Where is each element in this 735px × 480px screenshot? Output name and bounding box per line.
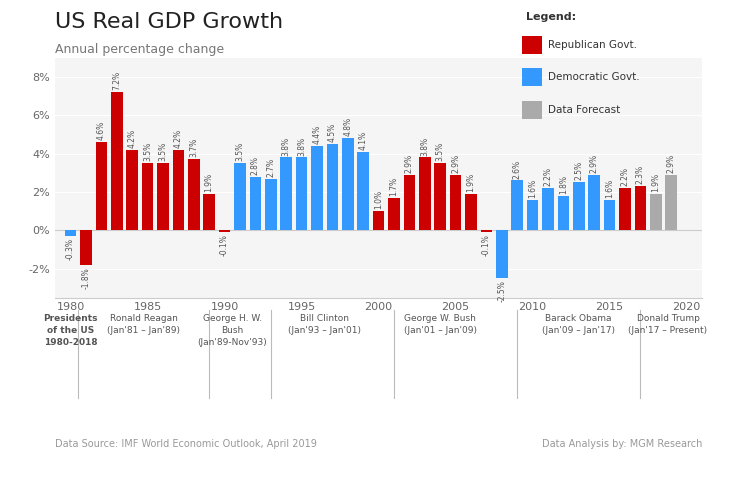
Text: 3.5%: 3.5% [436,142,445,161]
Text: 3.8%: 3.8% [297,136,306,156]
Text: 3.5%: 3.5% [235,142,245,161]
Bar [326,144,338,230]
Text: 2.7%: 2.7% [266,157,275,177]
Bar [634,186,646,230]
Text: Democratic Govt.: Democratic Govt. [548,72,639,82]
Text: Presidents
of the US
1980-2018: Presidents of the US 1980-2018 [43,314,98,347]
Text: 2.6%: 2.6% [512,159,522,179]
Text: George H. W.
Bush
(Jan'89-Nov'93): George H. W. Bush (Jan'89-Nov'93) [198,314,267,347]
Text: Legend:: Legend: [526,12,576,22]
Text: 3.8%: 3.8% [420,136,429,156]
Text: Bill Clinton
(Jan'93 – Jan'01): Bill Clinton (Jan'93 – Jan'01) [288,314,361,335]
Text: 4.2%: 4.2% [128,129,137,148]
Bar [650,194,662,230]
Text: Data Analysis by: MGM Research: Data Analysis by: MGM Research [542,439,702,449]
Text: -0.3%: -0.3% [66,238,75,260]
Bar [96,142,107,230]
Bar [450,175,462,230]
Bar [558,196,569,230]
Bar [388,198,400,230]
Text: 2.9%: 2.9% [589,154,598,173]
Bar [80,230,92,265]
Bar [373,211,384,230]
Text: 2.8%: 2.8% [251,156,260,175]
Bar [542,188,553,230]
Bar [527,200,538,230]
Text: 1.9%: 1.9% [204,173,214,192]
Bar [357,152,369,230]
Text: 4.8%: 4.8% [343,117,352,136]
Bar [219,230,230,232]
Text: Barack Obama
(Jan'09 – Jan'17): Barack Obama (Jan'09 – Jan'17) [542,314,615,335]
Bar [573,182,584,230]
Text: 1.0%: 1.0% [374,190,383,209]
Bar [188,159,199,230]
Bar [265,179,276,230]
Bar [126,150,138,230]
Text: Annual percentage change: Annual percentage change [55,43,224,56]
Bar [512,180,523,230]
Text: Data Forecast: Data Forecast [548,105,620,115]
Text: Data Source: IMF World Economic Outlook, April 2019: Data Source: IMF World Economic Outlook,… [55,439,317,449]
Text: 3.5%: 3.5% [159,142,168,161]
Text: 2.5%: 2.5% [574,161,584,180]
Text: 1.6%: 1.6% [605,179,614,198]
Bar [157,163,169,230]
Bar [619,188,631,230]
Text: 3.7%: 3.7% [189,138,198,157]
Text: Donald Trump
(Jan'17 – Present): Donald Trump (Jan'17 – Present) [628,314,708,335]
Text: 2.2%: 2.2% [543,167,553,186]
Text: 4.1%: 4.1% [359,131,368,150]
Bar [419,157,431,230]
Text: George W. Bush
(Jan'01 – Jan'09): George W. Bush (Jan'01 – Jan'09) [404,314,476,335]
Text: 3.8%: 3.8% [282,136,290,156]
Text: 3.5%: 3.5% [143,142,152,161]
Bar [342,138,354,230]
Text: 2.9%: 2.9% [451,154,460,173]
Text: 4.5%: 4.5% [328,123,337,142]
Text: -0.1%: -0.1% [482,234,491,256]
Bar [234,163,245,230]
Bar [311,146,323,230]
Text: 4.4%: 4.4% [312,125,321,144]
Text: Republican Govt.: Republican Govt. [548,40,637,49]
Bar [496,230,507,278]
Text: Ronald Reagan
(Jan'81 – Jan'89): Ronald Reagan (Jan'81 – Jan'89) [107,314,180,335]
Bar [404,175,415,230]
Bar [665,175,677,230]
Text: 1.7%: 1.7% [390,177,398,196]
Text: -1.8%: -1.8% [82,267,90,288]
Text: 2.3%: 2.3% [636,165,645,184]
Text: 4.6%: 4.6% [97,121,106,140]
Bar [204,194,215,230]
Text: -2.5%: -2.5% [497,280,506,302]
Bar [65,230,76,236]
Text: 7.2%: 7.2% [112,71,121,90]
Text: 4.2%: 4.2% [173,129,183,148]
Text: 2.9%: 2.9% [667,154,675,173]
Text: 2.2%: 2.2% [620,167,629,186]
Bar [603,200,615,230]
Bar [173,150,184,230]
Bar [142,163,154,230]
Text: -0.1%: -0.1% [220,234,229,256]
Bar [295,157,307,230]
Bar [465,194,477,230]
Bar [111,92,123,230]
Text: 2.9%: 2.9% [405,154,414,173]
Text: 1.6%: 1.6% [528,179,537,198]
Bar [434,163,446,230]
Bar [250,177,261,230]
Bar [481,230,492,232]
Bar [588,175,600,230]
Text: 1.8%: 1.8% [559,175,568,194]
Text: US Real GDP Growth: US Real GDP Growth [55,12,283,32]
Text: 1.9%: 1.9% [651,173,660,192]
Text: 1.9%: 1.9% [467,173,476,192]
Bar [280,157,292,230]
